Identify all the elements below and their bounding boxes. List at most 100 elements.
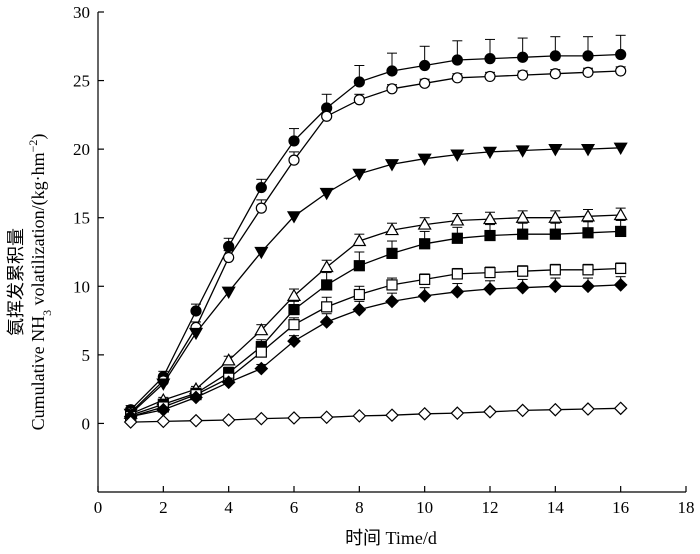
x-tick-label: 10 [416,498,433,517]
marker-circle [549,68,561,80]
marker-diamond [613,401,628,416]
marker-diamond [515,280,530,295]
marker-square [321,301,333,313]
marker-square [321,279,333,291]
marker-circle [419,59,431,72]
marker-square [582,264,594,276]
marker-triangle-down [384,159,400,172]
marker-triangle-up [352,233,367,247]
marker-triangle-up [286,288,302,301]
y-axis-title-cn: 氨挥发累积量 [6,228,26,336]
marker-diamond [581,402,595,416]
x-tick-label: 16 [612,498,629,517]
marker-diamond [287,334,301,348]
marker-triangle-down [548,144,563,157]
marker-triangle-up [221,353,236,366]
marker-triangle-down [515,145,530,158]
marker-circle [451,72,463,84]
series-line [130,407,621,423]
marker-square [386,279,398,291]
marker-diamond [287,411,301,425]
marker-diamond [613,278,628,292]
marker-triangle-up [254,322,269,336]
marker-triangle-up [515,210,530,223]
marker-square [484,229,496,242]
marker-circle [517,69,529,81]
marker-circle [321,110,333,122]
marker-diamond [189,413,203,428]
marker-square [353,288,365,301]
marker-circle [223,240,235,253]
marker-triangle-up [417,217,432,230]
marker-triangle-down [319,187,334,201]
series-open-diamond [123,401,628,429]
marker-triangle-down [254,246,269,260]
series-filled-square [125,219,627,421]
series-line [130,214,621,415]
marker-diamond [450,406,465,420]
marker-circle [582,50,594,62]
y-ticks: 0 5 10 15 20 25 30 [73,3,104,433]
marker-diamond [385,408,399,423]
marker-square [549,228,561,240]
marker-circle [353,94,365,106]
marker-circle [255,202,267,214]
marker-diamond [515,403,530,418]
marker-triangle-up [384,222,400,236]
marker-square [288,319,300,331]
marker-circle [223,251,235,264]
marker-square [484,266,496,279]
series-line [130,267,621,418]
marker-circle [451,54,463,66]
marker-diamond [417,406,432,421]
marker-circle [288,135,300,147]
marker-triangle-up [450,213,465,226]
marker-triangle-down [613,142,628,155]
x-tick-label: 18 [678,498,695,517]
plot-area: 0 5 10 15 20 25 30 0 2 4 6 8 10 12 14 16 18 [73,3,695,517]
marker-circle [484,53,496,65]
marker-circle [386,65,398,77]
marker-circle [386,83,398,95]
y-tick-label: 25 [73,72,90,91]
marker-diamond [221,375,236,390]
marker-square [549,264,561,276]
marker-diamond [483,282,497,296]
marker-diamond [189,390,203,405]
y-axis-title-en: Cumulative NH3 volatilization/(kg·hm−2) [26,134,54,431]
marker-circle [484,70,496,83]
x-ticks: 0 2 4 6 8 10 12 14 16 18 [94,486,695,517]
marker-triangle-down [580,144,596,157]
marker-triangle-up [613,207,628,221]
marker-triangle-up [319,259,334,273]
marker-square [419,273,431,286]
y-axis-title-en-prefix: Cumulative NH [28,316,48,431]
marker-triangle-down [352,168,367,182]
series-line [130,70,621,413]
marker-circle [190,305,202,317]
x-tick-label: 14 [547,498,565,517]
marker-diamond [450,284,465,299]
marker-diamond [548,402,563,417]
marker-square [288,304,300,316]
marker-diamond [385,294,399,309]
x-tick-label: 4 [224,498,233,517]
y-axis-title-en-suffix: ) [28,134,49,140]
marker-triangle-down [450,149,465,162]
marker-diamond [254,361,269,376]
marker-circle [255,181,267,194]
y-axis-title-cn-group: 氨挥发累积量 [6,228,26,336]
series-layer [123,34,628,429]
marker-triangle-up [548,210,563,223]
marker-triangle-down [286,211,302,224]
marker-diamond [319,315,334,329]
marker-triangle-down [221,286,236,299]
series-open-circle [125,65,627,419]
series-filled-circle [125,34,627,416]
marker-diamond [156,414,171,429]
marker-diamond [548,279,563,294]
marker-square [353,260,365,272]
marker-triangle-down [417,153,432,166]
y-axis-title-en-mid: volatilization/(kg·hm [28,152,49,309]
